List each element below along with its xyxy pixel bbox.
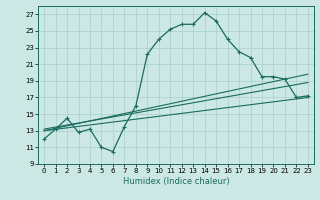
X-axis label: Humidex (Indice chaleur): Humidex (Indice chaleur): [123, 177, 229, 186]
